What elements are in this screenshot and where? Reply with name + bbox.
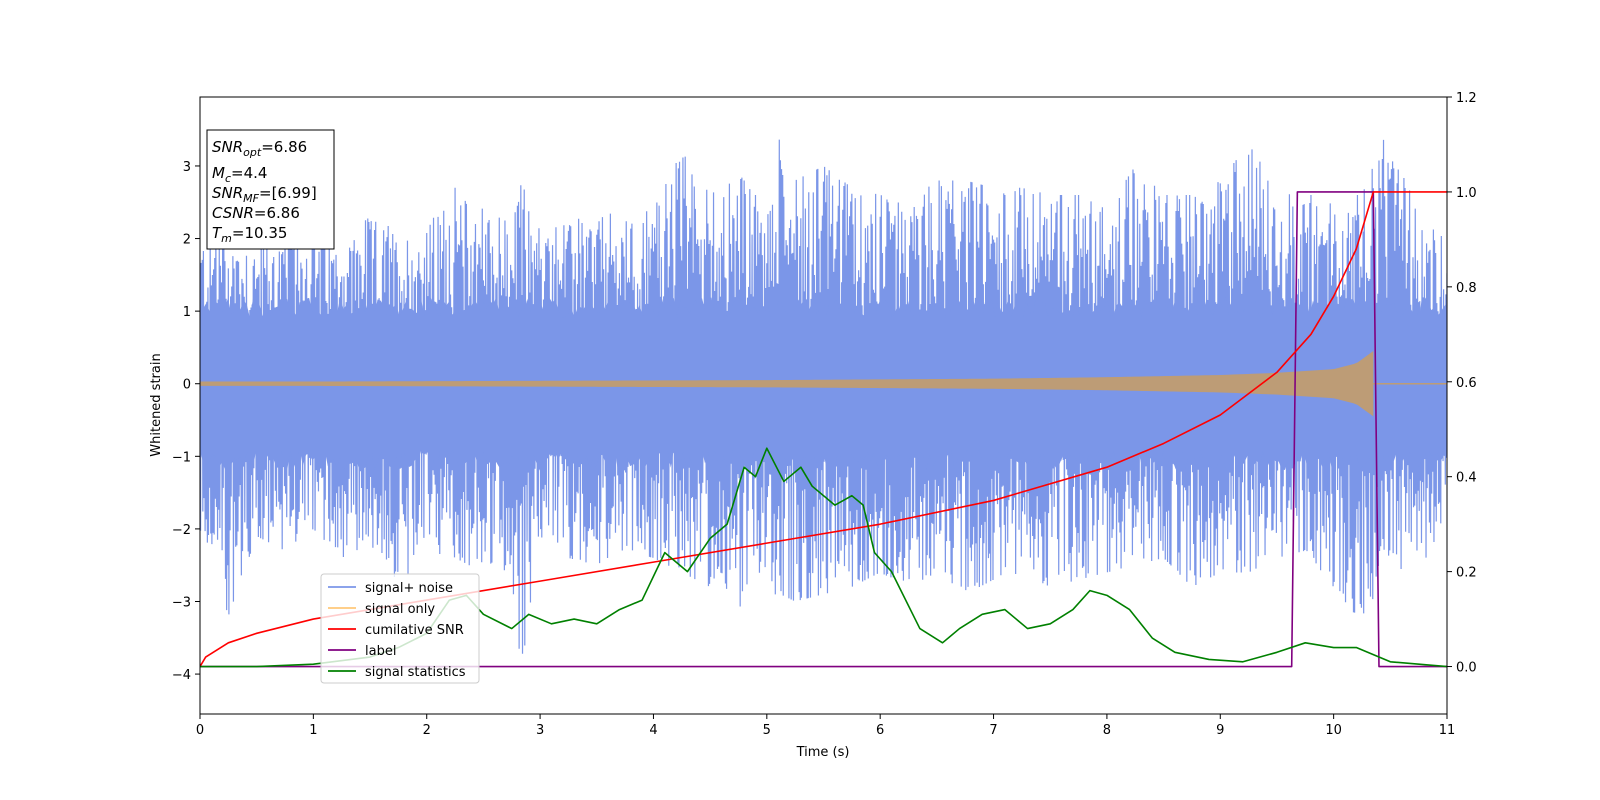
y-right-tick-label: 0.4 bbox=[1456, 471, 1477, 486]
x-tick-label: 11 bbox=[1439, 723, 1456, 738]
legend-label: signal+ noise bbox=[365, 581, 453, 596]
legend-label: signal statistics bbox=[365, 665, 466, 680]
y-left-tick-label: −3 bbox=[172, 595, 191, 610]
y-left-tick-label: 1 bbox=[183, 305, 191, 320]
legend-label: signal only bbox=[365, 602, 435, 617]
y-right-tick-label: 0.6 bbox=[1456, 376, 1477, 391]
info-snr-opt-value: =6.86 bbox=[261, 138, 307, 156]
y-left-tick-label: −2 bbox=[172, 523, 191, 538]
y-axis-label: Whitened strain bbox=[149, 353, 164, 456]
info-csnr-base: CSNR bbox=[212, 204, 254, 222]
axes-frame bbox=[199, 96, 1448, 715]
x-tick-label: 6 bbox=[876, 723, 884, 738]
info-snr-opt: SNRopt=6.86 bbox=[212, 138, 307, 159]
info-snr-opt-sub: opt bbox=[243, 146, 262, 159]
info-box-frame bbox=[206, 129, 335, 250]
x-tick-label: 2 bbox=[423, 723, 431, 738]
legend-label: label bbox=[365, 644, 396, 659]
y-axis-right-ticks: 0.0 0.2 0.4 0.6 0.8 1.0 1.2 bbox=[1447, 91, 1477, 676]
y-left-tick-label: −4 bbox=[172, 668, 191, 683]
x-tick-label: 10 bbox=[1325, 723, 1342, 738]
x-axis-ticks: 0 1 2 3 4 5 6 7 8 9 10 11 bbox=[196, 714, 1455, 738]
legend-label: cumilative SNR bbox=[365, 623, 464, 638]
info-snr-mf-base: SNR bbox=[212, 184, 243, 202]
info-snr-mf-sub: MF bbox=[243, 192, 259, 205]
info-csnr: CSNR=6.86 bbox=[212, 204, 300, 222]
y-axis-left-ticks: −4 −3 −2 −1 0 1 2 3 bbox=[172, 160, 200, 683]
legend-frame bbox=[320, 573, 480, 684]
x-tick-label: 4 bbox=[649, 723, 657, 738]
y-right-tick-label: 1.0 bbox=[1456, 186, 1477, 201]
y-right-tick-label: 1.2 bbox=[1456, 91, 1477, 106]
x-tick-label: 1 bbox=[309, 723, 317, 738]
y-left-tick-label: −1 bbox=[172, 450, 191, 465]
info-csnr-value: =6.86 bbox=[254, 204, 300, 222]
signal-statistics-line bbox=[200, 447, 1447, 668]
info-tm-sub: m bbox=[221, 232, 232, 245]
signal-envelope bbox=[200, 351, 1374, 417]
x-tick-label: 7 bbox=[989, 723, 997, 738]
legend: signal+ noise signal only cumilative SNR la… bbox=[320, 573, 480, 684]
info-mc-sub: c bbox=[225, 172, 231, 185]
x-tick-label: 5 bbox=[763, 723, 771, 738]
y-left-tick-label: 0 bbox=[183, 378, 191, 393]
info-snr-mf-value: =[6.99] bbox=[259, 184, 317, 202]
x-tick-label: 0 bbox=[196, 723, 204, 738]
y-right-tick-label: 0.8 bbox=[1456, 281, 1477, 296]
y-left-tick-label: 3 bbox=[183, 160, 191, 175]
cumulative-snr-line bbox=[200, 191, 1447, 667]
x-axis-label: Time (s) bbox=[796, 745, 850, 760]
series-signal-only bbox=[200, 351, 1447, 417]
x-tick-label: 3 bbox=[536, 723, 544, 738]
info-snr-opt-base: SNR bbox=[212, 138, 243, 156]
info-snr-mf: SNRMF=[6.99] bbox=[212, 184, 317, 205]
series-lines bbox=[200, 191, 1447, 668]
info-tm: Tm=10.35 bbox=[212, 224, 287, 245]
info-tm-base: T bbox=[212, 224, 223, 242]
y-left-tick-label: 2 bbox=[183, 233, 191, 248]
label-line bbox=[200, 191, 1447, 668]
info-box: SNRopt=6.86 Mc=4.4 SNRMF=[6.99] CSNR=6.8… bbox=[206, 129, 335, 250]
x-tick-label: 8 bbox=[1103, 723, 1111, 738]
info-mc: Mc=4.4 bbox=[212, 164, 267, 185]
y-right-tick-label: 0.0 bbox=[1456, 661, 1477, 676]
info-mc-base: M bbox=[212, 164, 225, 182]
info-tm-value: =10.35 bbox=[232, 224, 288, 242]
x-tick-label: 9 bbox=[1216, 723, 1224, 738]
y-right-tick-label: 0.2 bbox=[1456, 566, 1477, 581]
info-mc-value: =4.4 bbox=[231, 164, 267, 182]
